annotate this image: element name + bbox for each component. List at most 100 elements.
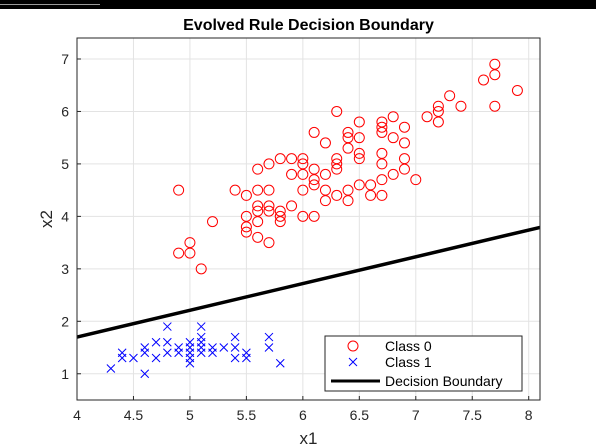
class-1-point	[106, 364, 116, 373]
legend-marker-class-0	[347, 340, 359, 352]
class-0-point	[308, 210, 320, 222]
class-1-point	[151, 337, 161, 347]
class-0-point	[319, 137, 331, 149]
class-0-point	[252, 163, 264, 175]
class-0-point	[353, 116, 365, 128]
class-1-point	[242, 353, 251, 363]
class-0-point	[173, 247, 185, 259]
legend: Class 0 Class 1 Decision Boundary	[324, 335, 523, 392]
class-0-point	[421, 111, 433, 123]
data-layer	[76, 58, 541, 379]
y-tick-label: 7	[61, 51, 69, 67]
class-0-point	[252, 200, 264, 212]
class-1-point	[140, 348, 150, 358]
class-0-point	[398, 163, 410, 175]
class-0-point	[240, 189, 252, 201]
axis-ticks: 4 4.5 5 5.5 6 6.5 7 7.5 8 1 2 3 4 5 6 7	[61, 51, 533, 423]
class-0-point	[353, 132, 365, 144]
class-0-point	[489, 100, 501, 112]
y-tick-label: 5	[61, 156, 69, 172]
class-0-point	[286, 153, 298, 165]
class-0-point	[195, 263, 207, 275]
y-tick-label: 2	[61, 313, 69, 329]
class-0-point	[387, 111, 399, 123]
class-0-point	[229, 184, 241, 196]
class-0-point	[478, 74, 490, 86]
class-0-point	[376, 158, 388, 170]
class-0-point	[331, 158, 343, 170]
class-1-point	[162, 337, 172, 347]
legend-label-class-0: Class 0	[385, 338, 432, 354]
class-0-point	[297, 168, 309, 180]
class-0-point	[263, 200, 275, 212]
class-1-point	[230, 343, 240, 352]
class-0-point	[308, 126, 320, 138]
class-1-point	[196, 322, 206, 331]
class-0-point	[319, 168, 331, 180]
x-tick-label: 6.5	[350, 407, 370, 423]
class-0-point	[252, 231, 264, 243]
class-0-point	[410, 174, 422, 186]
class-1-point	[275, 358, 285, 368]
class-0-point	[286, 200, 298, 212]
legend-label-class-1: Class 1	[385, 354, 432, 370]
class-1-point	[162, 348, 172, 358]
class-0-point	[331, 105, 343, 117]
class-0-point	[274, 153, 286, 165]
class-0-point	[263, 205, 275, 217]
y-tick-label: 4	[61, 208, 69, 224]
class-0-point	[252, 216, 264, 228]
class-1-point	[264, 343, 274, 352]
class-0-point	[387, 132, 399, 144]
class-0-point	[376, 174, 388, 186]
class-1-point	[185, 358, 195, 368]
class-1-point	[129, 353, 138, 363]
chart-title: Evolved Rule Decision Boundary	[183, 17, 434, 34]
x-tick-label: 6	[299, 407, 307, 423]
class-0-point	[376, 121, 388, 133]
x-tick-label: 7	[412, 407, 420, 423]
class-0-point	[297, 184, 309, 196]
class-0-point	[376, 126, 388, 138]
legend-marker-class-1	[348, 357, 358, 367]
class-0-point	[353, 179, 365, 191]
plot-frame	[76, 37, 541, 401]
class-0-point	[365, 189, 377, 201]
class-0-point	[331, 163, 343, 175]
class-0-point	[173, 184, 185, 196]
x-tick-label: 7.5	[463, 407, 483, 423]
class-0-point	[342, 195, 354, 207]
class-0-point	[263, 184, 275, 196]
class-1-point	[151, 353, 161, 363]
class-0-point	[240, 226, 252, 238]
class-0-point	[432, 100, 444, 112]
class-0-point	[387, 168, 399, 180]
y-tick-label: 6	[61, 103, 69, 119]
class-1-point	[219, 343, 229, 352]
y-tick-label: 3	[61, 261, 69, 277]
class-0-point	[184, 247, 196, 259]
class-0-point	[432, 116, 444, 128]
x-axis-title: x1	[300, 429, 318, 448]
class-0-point	[319, 195, 331, 207]
class-0-point	[444, 90, 456, 102]
class-1-point	[230, 332, 240, 342]
class-1-point	[162, 322, 172, 331]
decision-boundary-line	[76, 225, 541, 339]
class-0-point	[342, 126, 354, 138]
class-0-point	[297, 210, 309, 222]
class-1-point	[140, 369, 150, 379]
x-tick-label: 4.5	[124, 407, 144, 423]
window-top-bar-segment	[0, 4, 100, 5]
class-1-point	[117, 353, 127, 363]
window-top-bar	[0, 0, 596, 9]
x-tick-label: 4	[73, 407, 81, 423]
class-0-point	[489, 69, 501, 81]
class-0-point	[511, 84, 523, 96]
class-0-point	[455, 100, 467, 112]
class-0-point	[274, 216, 286, 228]
legend-label-decision-boundary: Decision Boundary	[385, 373, 503, 389]
y-tick-label: 1	[61, 366, 69, 382]
class-0-point	[297, 153, 309, 165]
